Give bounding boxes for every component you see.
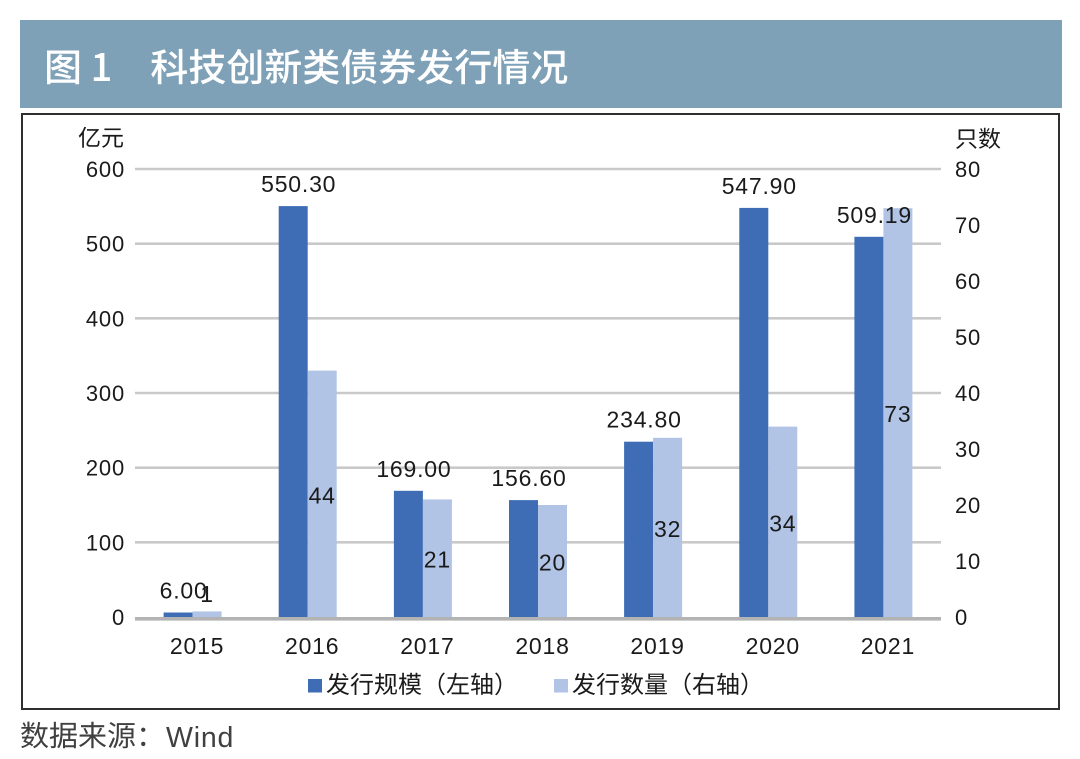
svg-text:20: 20 — [539, 550, 566, 576]
svg-text:156.60: 156.60 — [491, 465, 566, 491]
svg-text:300: 300 — [86, 381, 125, 406]
svg-text:Wind: Wind — [166, 722, 234, 754]
svg-text:2015: 2015 — [170, 633, 224, 659]
svg-text:2017: 2017 — [400, 633, 454, 659]
svg-text:34: 34 — [769, 510, 796, 536]
svg-text:509.19: 509.19 — [837, 202, 912, 228]
svg-text:400: 400 — [86, 306, 125, 331]
svg-text:44: 44 — [309, 482, 336, 508]
svg-text:547.90: 547.90 — [722, 173, 797, 199]
svg-text:600: 600 — [86, 157, 125, 182]
svg-text:2020: 2020 — [746, 633, 800, 659]
svg-text:20: 20 — [955, 493, 981, 518]
svg-text:1: 1 — [200, 581, 214, 607]
svg-text:2016: 2016 — [285, 633, 339, 659]
svg-text:169.00: 169.00 — [376, 456, 451, 482]
svg-text:70: 70 — [955, 213, 981, 238]
svg-text:10: 10 — [955, 549, 981, 574]
svg-text:32: 32 — [654, 516, 681, 542]
svg-text:2021: 2021 — [861, 633, 915, 659]
svg-text:2018: 2018 — [515, 633, 569, 659]
svg-text:100: 100 — [86, 530, 125, 555]
svg-text:80: 80 — [955, 157, 981, 182]
svg-text:500: 500 — [86, 232, 125, 257]
svg-text:0: 0 — [955, 605, 968, 630]
svg-text:6.00: 6.00 — [160, 578, 208, 604]
svg-text:50: 50 — [955, 325, 981, 350]
svg-text:21: 21 — [424, 547, 451, 573]
svg-text:234.80: 234.80 — [607, 407, 682, 433]
svg-text:2019: 2019 — [630, 633, 684, 659]
svg-text:30: 30 — [955, 437, 981, 462]
svg-text:40: 40 — [955, 381, 981, 406]
svg-text:0: 0 — [112, 605, 125, 630]
svg-text:200: 200 — [86, 456, 125, 481]
svg-text:60: 60 — [955, 269, 981, 294]
svg-text:73: 73 — [884, 401, 911, 427]
svg-text:550.30: 550.30 — [261, 171, 336, 197]
